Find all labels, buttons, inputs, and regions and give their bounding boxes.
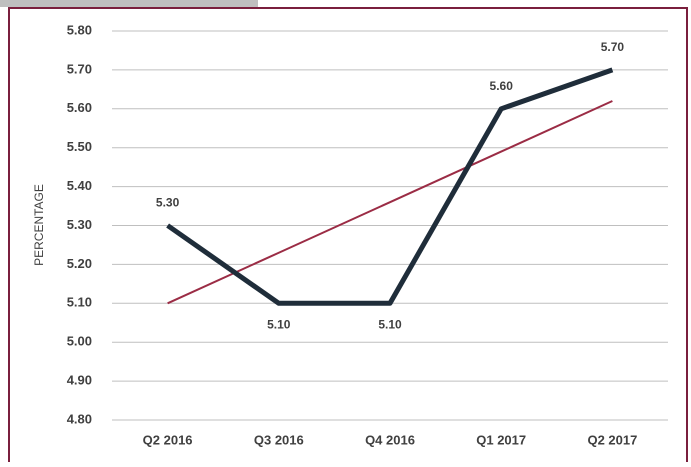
y-tick-label: 5.30 [67, 217, 92, 232]
y-tick-label: 5.00 [67, 334, 92, 349]
x-tick-label: Q2 2016 [143, 432, 193, 447]
y-tick-label: 5.40 [67, 178, 92, 193]
data-label: 5.60 [490, 79, 514, 93]
y-axis-label: PERCENTAGE [32, 184, 46, 266]
data-label: 5.70 [601, 40, 625, 54]
y-tick-label: 5.60 [67, 100, 92, 115]
trend-line [167, 100, 613, 305]
data-label: 5.10 [378, 317, 402, 331]
x-tick-label: Q2 2017 [587, 432, 637, 447]
y-tick-label: 5.50 [67, 139, 92, 154]
data-label: 5.10 [267, 317, 291, 331]
x-tick-label: Q3 2016 [254, 432, 304, 447]
header-tab [0, 0, 258, 7]
data-line [166, 67, 614, 306]
y-tick-label: 5.70 [67, 61, 92, 76]
y-tick-label: 4.80 [67, 411, 92, 426]
y-tick-label: 5.20 [67, 256, 92, 271]
frame [8, 7, 688, 467]
data-label: 5.30 [156, 196, 180, 210]
y-tick-label: 5.10 [67, 295, 92, 310]
x-tick-label: Q4 2016 [365, 432, 415, 447]
x-tick-label: Q1 2017 [476, 432, 526, 447]
y-tick-label: 4.90 [67, 373, 92, 388]
y-tick-label: 5.80 [67, 22, 92, 37]
